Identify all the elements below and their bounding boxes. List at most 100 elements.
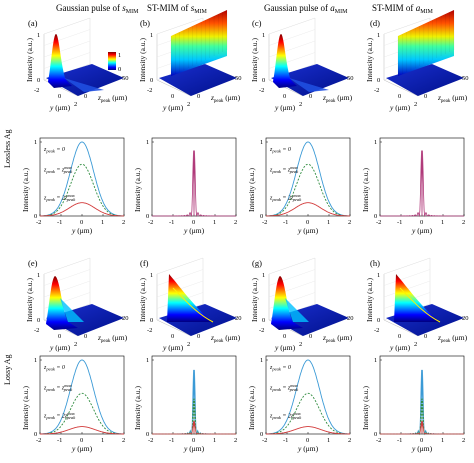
colorbar-min: 0 (118, 66, 121, 73)
surface-intensity-label: Intensity (a.u.) (25, 278, 34, 322)
profile-ylabel: Intensity (a.u.) (247, 386, 256, 430)
colorbar: 1 0 (108, 52, 121, 73)
profile-ytick-label: 1 (260, 139, 263, 146)
series-line-z0 (266, 141, 350, 217)
profile-xlabel: y (μm) (71, 226, 93, 235)
surface-ylabel: y (μm) (49, 343, 71, 352)
profile-xtick-label: 1 (101, 437, 104, 444)
surface-floor (159, 64, 237, 96)
profile-xtick-label: -2 (148, 437, 153, 444)
surface-tick-z: 50 (347, 75, 354, 82)
profile-xtick-label: 0 (192, 219, 195, 226)
profile-xlabel: y (μm) (411, 444, 433, 453)
surface-tick-z: 0 (84, 93, 87, 100)
profile-xtick-label: 0 (306, 437, 309, 444)
surface-tick-i: 1 (150, 32, 153, 39)
surface-floor (46, 64, 124, 96)
series-line-z2max (266, 426, 350, 435)
surface-floor (271, 64, 349, 96)
profile-ytick-label: 0 (260, 213, 263, 220)
surface-ylabel: y (μm) (274, 343, 296, 352)
surface-tick-y: 0 (283, 93, 286, 100)
gaussian-peak (48, 34, 72, 88)
profile-xtick-label: 0 (420, 437, 423, 444)
profile-ytick-label: 1 (146, 357, 149, 364)
surface-tick-i: 0 (150, 77, 153, 84)
profile-ytick-label: 1 (260, 357, 263, 364)
surface-tick-z: 0 (424, 93, 427, 100)
st-decay-wall (394, 274, 440, 322)
st-decay-ridge (172, 287, 214, 323)
surface-grid-line (43, 269, 91, 286)
surface-tick-y: 0 (171, 93, 174, 100)
surface-intensity-label: Intensity (a.u.) (250, 38, 259, 82)
surface-tick-z: 0 (424, 333, 427, 340)
profile-xtick-label: 2 (122, 219, 125, 226)
profile-xtick-label: 1 (327, 437, 330, 444)
profile-xlabel: y (μm) (297, 444, 319, 453)
surface-tick-y: 2 (299, 341, 302, 348)
surface-tick-y: 0 (171, 333, 174, 340)
surface-tick-i: 0 (377, 317, 380, 324)
surface-tick-y: 2 (299, 101, 302, 108)
surface-grid-line (268, 29, 316, 46)
surface-tick-y: 2 (74, 101, 77, 108)
profile-ylabel: Intensity (a.u.) (247, 168, 256, 212)
series-line-z2max (380, 421, 464, 435)
surface-zlabel: zpeak (μm) (437, 93, 468, 104)
surface-zlabel: zpeak (μm) (210, 93, 241, 104)
surface-tick-z: 20 (122, 315, 129, 322)
series-line-z0 (40, 359, 124, 435)
surface-tick-y: -2 (34, 87, 39, 94)
series-line-zmax (266, 163, 350, 217)
series-line-z2max (266, 202, 350, 217)
surface-tick-y: -2 (374, 87, 379, 94)
panel-label-c: (c) (252, 18, 262, 28)
column-title-4: ST-MIM of aMIM (372, 3, 434, 15)
profile-ytick-label: 0 (260, 431, 263, 438)
profile-xtick-label: 2 (122, 437, 125, 444)
surface-tick-i: 1 (37, 272, 40, 279)
profile-xlabel: y (μm) (297, 226, 319, 235)
surface-ylabel: y (μm) (162, 343, 184, 352)
surface-intensity-label: Intensity (a.u.) (250, 278, 259, 322)
surface-tick-y: 0 (58, 333, 61, 340)
legend-annotation: zpeak = zmax peak (43, 383, 73, 392)
legend-annotation: zpeak = 0 (269, 365, 291, 372)
surface-tick-y: 2 (414, 101, 417, 108)
surface-tick-y: -2 (147, 87, 152, 94)
surface-zlabel: zpeak (μm) (322, 333, 353, 344)
series-line-zmax (40, 163, 124, 217)
profile-xtick-label: 2 (234, 437, 237, 444)
profile-xtick-label: -1 (283, 437, 288, 444)
surface-tick-y: -2 (34, 327, 39, 334)
profile-xlabel: y (μm) (183, 444, 205, 453)
profile-xtick-label: -1 (397, 437, 402, 444)
profile-ylabel: Intensity (a.u.) (133, 386, 142, 430)
gaussian-peak (273, 34, 297, 88)
column-titles: Gaussian pulse of sMIM ST-MIM of sMIM Ga… (56, 3, 434, 15)
legend-annotation: zpeak = zmax peak (269, 165, 299, 174)
profile-xtick-label: 0 (420, 219, 423, 226)
profile-xtick-label: -1 (397, 219, 402, 226)
series-line-st (152, 150, 236, 217)
surface-ylabel: y (μm) (162, 103, 184, 112)
surface-zlabel: zpeak (μm) (97, 333, 128, 344)
surface-tick-i: 1 (262, 272, 265, 279)
profile-ytick-label: 0 (146, 213, 149, 220)
series-line-st (380, 150, 464, 218)
column-title-2: ST-MIM of sMIM (147, 3, 208, 15)
profile-xlabel: y (μm) (183, 226, 205, 235)
profile-xtick-label: -2 (376, 437, 381, 444)
surface-intensity-label: Intensity (a.u.) (25, 38, 34, 82)
legend-annotation: zpeak = 2zmax peak (269, 193, 302, 202)
profile-xtick-label: -1 (57, 437, 62, 444)
profile-xtick-label: 1 (101, 219, 104, 226)
profile-ytick-label: 0 (374, 213, 377, 220)
profile-ylabel: Intensity (a.u.) (361, 386, 370, 430)
surface-zlabel: zpeak (μm) (437, 333, 468, 344)
